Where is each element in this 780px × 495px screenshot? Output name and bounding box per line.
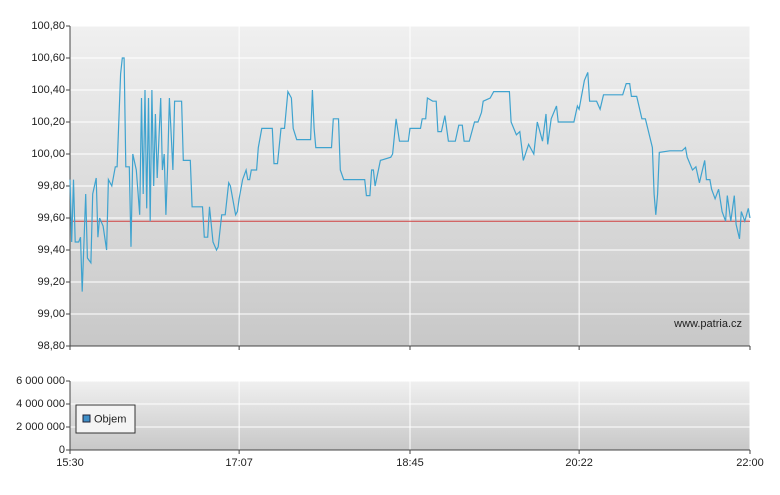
x-tick-label: 15:30: [56, 457, 84, 469]
price-line: [69, 57, 751, 292]
legend-swatch: [82, 414, 91, 423]
y-tick-label: 99,20: [37, 276, 65, 288]
y-tick-label: 2 000 000: [16, 421, 65, 433]
y-tick-label: 100,80: [31, 20, 65, 32]
y-tick-label: 4 000 000: [16, 398, 65, 410]
y-tick-label: 99,60: [37, 212, 65, 224]
x-tick-label: 20:22: [565, 457, 593, 469]
y-tick-label: 6 000 000: [16, 375, 65, 387]
x-tick-label: 17:07: [225, 457, 253, 469]
y-tick-label: 98,80: [37, 340, 65, 352]
x-tick-label: 18:45: [396, 457, 424, 469]
y-tick-label: 100,40: [31, 84, 65, 96]
y-tick-label: 99,40: [37, 244, 65, 256]
y-tick-label: 100,00: [31, 148, 65, 160]
y-tick-label: 99,00: [37, 308, 65, 320]
y-tick-label: 100,20: [31, 116, 65, 128]
x-tick-label: 22:00: [736, 457, 764, 469]
y-tick-label: 100,60: [31, 52, 65, 64]
annotation: www.patria.cz: [673, 318, 742, 330]
legend-label: Objem: [94, 413, 126, 425]
y-tick-label: 0: [59, 444, 65, 456]
y-tick-label: 99,80: [37, 180, 65, 192]
